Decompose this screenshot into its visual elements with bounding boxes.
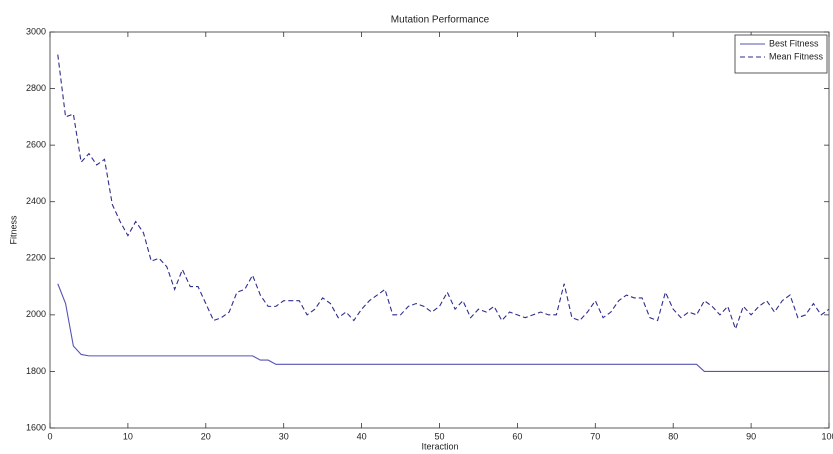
y-tick-label: 1600 xyxy=(26,422,46,432)
x-tick-label: 20 xyxy=(201,431,211,441)
y-tick-label: 2600 xyxy=(26,140,46,150)
data-line xyxy=(57,54,830,331)
y-tick-label: 3000 xyxy=(26,26,46,36)
data-line xyxy=(57,283,829,372)
x-tick-label: 0 xyxy=(47,431,52,441)
chart-title: Mutation Performance xyxy=(391,15,490,26)
x-tick-label: 50 xyxy=(434,431,444,441)
x-tick-label: 40 xyxy=(357,431,367,441)
x-tick-label: 100 xyxy=(821,431,833,441)
y-tick-label: 2000 xyxy=(26,309,46,319)
x-tick-label: 80 xyxy=(668,431,678,441)
legend-label: Best Fitness xyxy=(769,38,819,48)
x-axis-label: Iteraction xyxy=(421,441,458,451)
y-tick-label: 1800 xyxy=(26,366,46,376)
y-tick-label: 2800 xyxy=(26,83,46,93)
x-tick-label: 90 xyxy=(746,431,756,441)
legend-label: Mean Fitness xyxy=(769,51,824,61)
y-tick-label: 2200 xyxy=(26,253,46,263)
x-tick-label: 30 xyxy=(279,431,289,441)
x-tick-label: 60 xyxy=(512,431,522,441)
y-axis-label: Fitness xyxy=(8,215,18,245)
legend-box xyxy=(734,34,828,74)
x-tick-label: 70 xyxy=(590,431,600,441)
x-tick-label: 10 xyxy=(123,431,133,441)
y-tick-label: 2400 xyxy=(26,196,46,206)
